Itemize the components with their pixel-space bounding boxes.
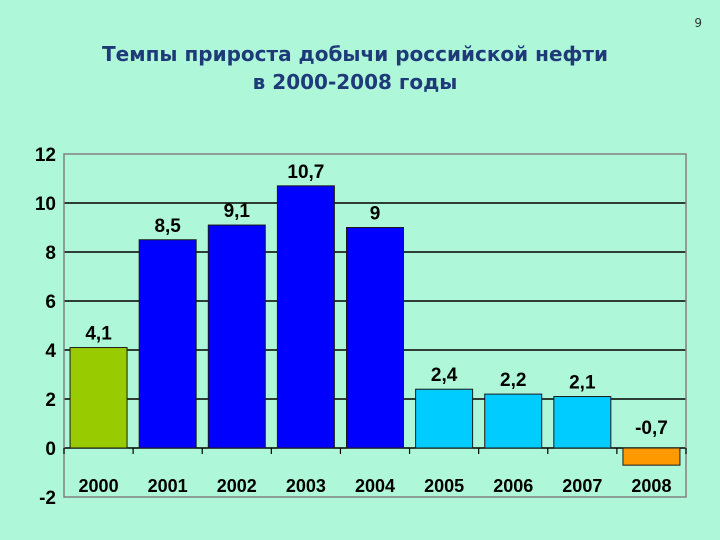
chart-bars — [69, 185, 681, 466]
bar-2005 — [415, 388, 474, 449]
data-label-2000: 4,1 — [85, 324, 112, 345]
chart-title-line1: Темпы прироста добычи российской нефти — [102, 42, 608, 66]
bar-2001 — [138, 239, 197, 449]
bar-2008 — [622, 447, 681, 466]
data-label-2004: 9 — [370, 204, 381, 225]
y-axis-ticks: -2 0 2 4 6 8 10 12 — [35, 145, 57, 509]
data-label-2002: 9,1 — [224, 201, 251, 222]
y-tick-label: 0 — [45, 439, 56, 460]
y-tick-label: 12 — [35, 145, 56, 166]
data-label-2005: 2,4 — [431, 365, 458, 386]
x-category-label: 2007 — [562, 476, 602, 496]
bar-2000 — [69, 347, 128, 449]
data-label-2007: 2,1 — [569, 373, 596, 394]
x-category-label: 2004 — [355, 476, 395, 496]
bar-2003 — [276, 185, 335, 449]
bar-2002 — [207, 224, 266, 449]
x-category-label: 2005 — [424, 476, 464, 496]
y-tick-label: 6 — [45, 292, 56, 313]
data-label-2001: 8,5 — [154, 216, 181, 237]
x-category-label: 2003 — [286, 476, 326, 496]
bar-2007 — [553, 396, 612, 449]
chart-title: Темпы прироста добычи российской нефти в… — [0, 40, 720, 96]
page-number: 9 — [694, 16, 702, 30]
y-tick-label: 10 — [35, 194, 56, 215]
y-tick-label: 8 — [45, 243, 56, 264]
x-category-label: 2008 — [631, 476, 671, 496]
data-label-2003: 10,7 — [287, 162, 324, 183]
plot-area — [63, 153, 687, 498]
x-category-label: 2002 — [217, 476, 257, 496]
x-category-label: 2006 — [493, 476, 533, 496]
data-label-2008: -0,7 — [635, 418, 668, 439]
bar-2006 — [484, 393, 543, 449]
x-axis-categories: 2000 2001 2002 2003 2004 2005 2006 2007 2008 — [79, 476, 672, 496]
chart-title-line2: в 2000-2008 годы — [252, 70, 458, 94]
x-category-label: 2001 — [148, 476, 188, 496]
y-tick-label: 4 — [45, 341, 56, 362]
y-tick-label: -2 — [39, 488, 56, 509]
x-category-label: 2000 — [79, 476, 119, 496]
bar-2004 — [346, 227, 404, 449]
data-labels: 4,1 8,5 9,1 10,7 9 2,4 2,2 2,1 -0,7 — [85, 162, 667, 439]
data-label-2006: 2,2 — [500, 370, 526, 391]
y-tick-label: 2 — [45, 390, 56, 411]
plot-frame — [63, 153, 687, 498]
